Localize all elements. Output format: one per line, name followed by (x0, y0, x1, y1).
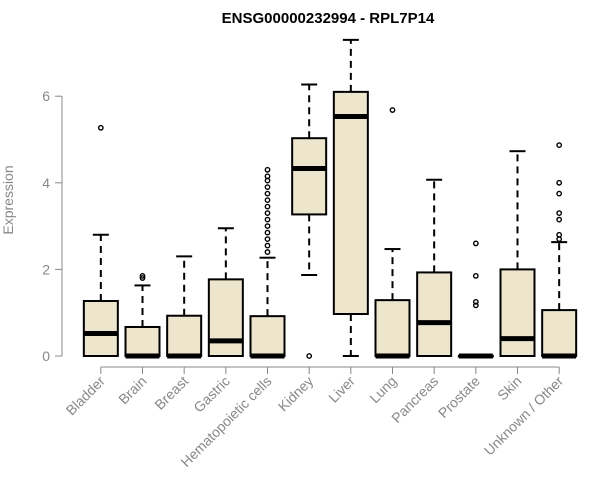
x-tick-label: Unknown / Other (481, 373, 567, 459)
box-iqr (124, 325, 161, 358)
outlier-point (556, 190, 563, 197)
outlier-point (139, 275, 146, 281)
outlier-point (472, 240, 479, 247)
outlier-point (264, 249, 271, 255)
outlier-point (472, 272, 479, 279)
box-iqr (416, 271, 453, 357)
outlier-point (264, 184, 271, 191)
box-liver (332, 38, 369, 357)
y-tick-label: 0 (42, 348, 50, 364)
box-iqr (249, 315, 286, 357)
x-tick-label: Kidney (275, 373, 317, 415)
box-pancreas (416, 178, 453, 357)
box-bladder (82, 124, 119, 358)
box-unknown-other (541, 142, 578, 359)
outlier-point (264, 242, 271, 249)
y-axis: 0 2 4 6 (42, 88, 63, 364)
x-tick-label: Skin (494, 373, 525, 404)
outlier-point (306, 353, 313, 359)
outlier-point (556, 179, 563, 186)
outlier-point (264, 210, 271, 217)
outlier-point (264, 216, 271, 223)
box-breast (166, 255, 203, 359)
x-tick-label: Bladder (63, 373, 109, 419)
outlier-point (556, 142, 563, 149)
outlier-point (264, 166, 271, 173)
box-iqr (207, 278, 244, 358)
box-iqr (332, 90, 369, 315)
box-prostate (457, 240, 494, 359)
box-gastric (207, 227, 244, 358)
y-tick-label: 6 (42, 88, 50, 104)
box-lung (374, 107, 411, 359)
outlier-point (264, 236, 271, 242)
box-brain (124, 272, 161, 359)
outlier-point (264, 203, 271, 210)
outlier-point (97, 124, 104, 131)
x-tick-label: Brain (115, 373, 149, 407)
box-iqr (82, 300, 119, 358)
outlier-point (264, 229, 271, 236)
box-skin (499, 150, 536, 357)
outlier-point (556, 231, 563, 238)
y-axis-label: Expression (0, 165, 16, 234)
x-tick-label: Prostate (435, 373, 483, 421)
x-tick-label: Lung (366, 373, 399, 406)
x-tick-label: Liver (325, 373, 358, 406)
outlier-point (556, 216, 563, 223)
outlier-point (472, 302, 479, 309)
outlier-point (264, 197, 271, 204)
outlier-point (264, 223, 271, 230)
outlier-point (264, 173, 271, 180)
box-hematopoietic-cells (249, 166, 286, 359)
box-iqr (499, 268, 536, 357)
outlier-point (139, 272, 146, 279)
outlier-point (264, 190, 271, 197)
box-kidney (291, 83, 328, 359)
outlier-point (556, 210, 563, 217)
box-iqr (541, 309, 578, 357)
outlier-point (389, 107, 396, 113)
x-tick-label: Breast (151, 373, 191, 413)
box-iqr (374, 299, 411, 358)
y-tick-label: 2 (42, 261, 50, 277)
box-iqr (291, 137, 328, 216)
box-series (82, 38, 578, 359)
chart-title: ENSG00000232994 - RPL7P14 (222, 10, 435, 27)
y-tick-label: 4 (42, 175, 50, 191)
box-iqr (166, 314, 203, 357)
outlier-point (472, 298, 479, 305)
